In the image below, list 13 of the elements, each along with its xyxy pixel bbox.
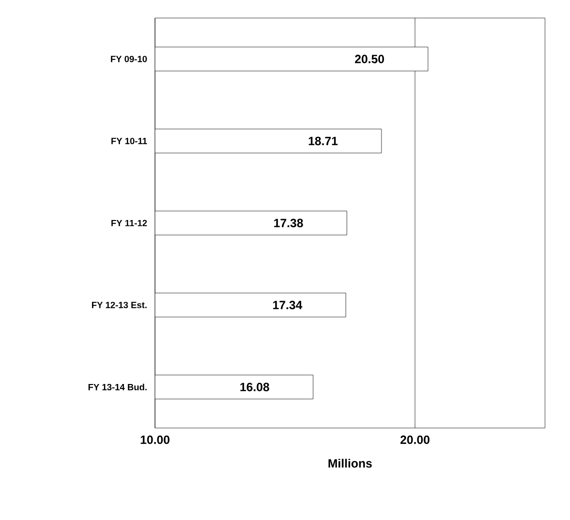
y-tick-label: FY 11-12 [111,220,147,226]
data-label: 17.34 [273,300,302,310]
data-label: 17.38 [274,218,303,228]
y-tick-label: FY 09-10 [110,56,147,62]
x-axis-title: Millions [328,458,372,468]
x-tick-label: 10.00 [140,436,170,444]
y-tick-label: FY 10-11 [111,138,147,144]
x-tick-label: 20.00 [400,436,430,444]
y-tick-label: FY 13-14 Bud. [88,384,147,390]
data-label: 18.71 [308,136,338,146]
data-label: 20.50 [354,54,384,64]
y-tick-label: FY 12-13 Est. [92,302,147,308]
data-label: 16.08 [240,382,270,392]
